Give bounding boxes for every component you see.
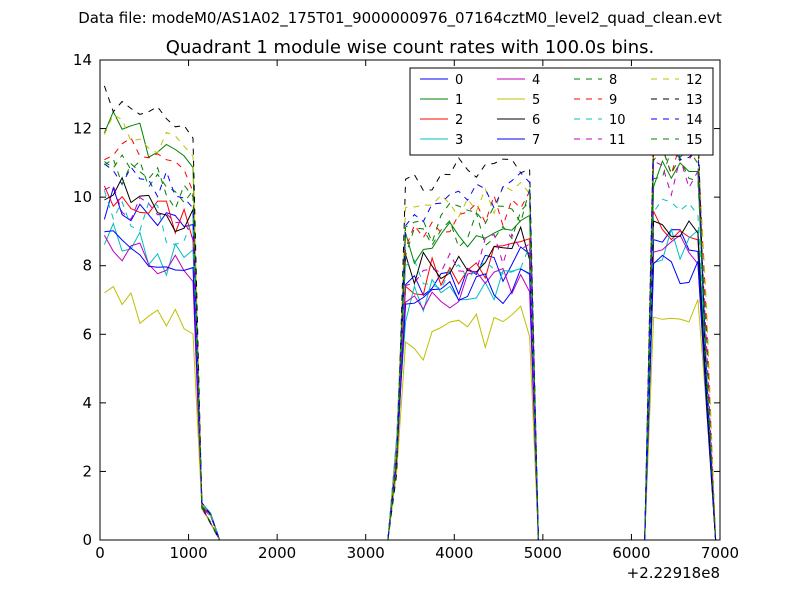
legend-label-9: 9: [609, 93, 617, 108]
legend-label-1: 1: [455, 93, 463, 108]
y-tick-label: 10: [73, 188, 92, 206]
y-tick-label: 4: [82, 394, 92, 412]
y-tick-label: 2: [82, 462, 92, 480]
legend-label-10: 10: [609, 113, 626, 128]
x-tick-label: 6000: [612, 544, 650, 562]
x-tick-label: 7000: [701, 544, 739, 562]
plot-area: [99, 59, 721, 541]
legend-label-0: 0: [455, 73, 463, 88]
x-tick-label: 4000: [435, 544, 473, 562]
legend-label-2: 2: [455, 113, 463, 128]
legend-label-3: 3: [455, 133, 463, 148]
legend-label-4: 4: [532, 73, 540, 88]
y-tick-label: 6: [82, 325, 92, 343]
legend-label-15: 15: [686, 133, 703, 148]
y-tick-label: 8: [82, 257, 92, 275]
legend-label-14: 14: [686, 113, 703, 128]
plot-frame: [99, 59, 721, 541]
legend-label-8: 8: [609, 73, 617, 88]
x-tick-label: 5000: [524, 544, 562, 562]
x-tick-label: 0: [95, 544, 105, 562]
legend-label-7: 7: [532, 133, 540, 148]
x-offset-label: +2.22918e8: [627, 564, 720, 582]
y-tick-label: 0: [82, 531, 92, 549]
legend-box: [409, 67, 714, 156]
x-tick-label: 3000: [347, 544, 385, 562]
y-tick-label: 12: [73, 120, 92, 138]
legend-label-11: 11: [609, 133, 626, 148]
legend-label-13: 13: [686, 93, 703, 108]
series-10-line: [103, 190, 717, 541]
x-tick-label: 2000: [258, 544, 296, 562]
x-tick-label: 1000: [169, 544, 207, 562]
legend-label-5: 5: [532, 93, 540, 108]
legend-label-12: 12: [686, 73, 703, 88]
y-tick-label: 14: [73, 51, 92, 69]
chart-title: Quadrant 1 module wise count rates with …: [166, 37, 655, 58]
chart-suptitle: Data file: modeM0/AS1A02_175T01_90000009…: [78, 9, 722, 28]
legend-label-6: 6: [532, 113, 540, 128]
